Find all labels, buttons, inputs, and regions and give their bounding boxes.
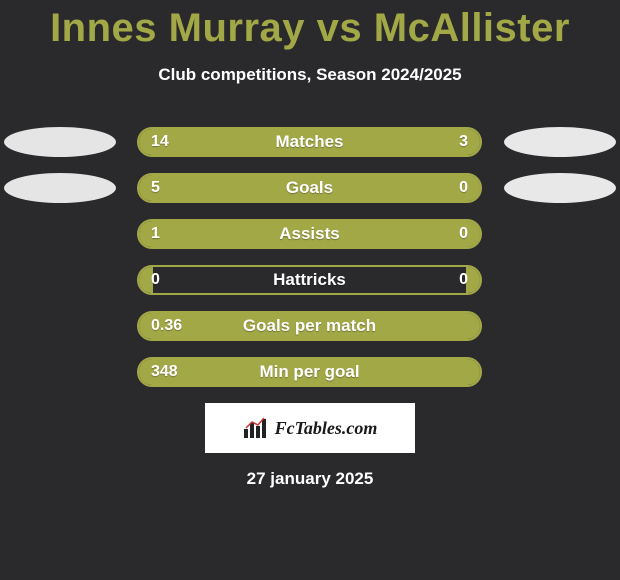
stat-label: Min per goal — [139, 359, 480, 385]
stat-row: Matches14 3 — [0, 127, 620, 157]
stat-bar-track: Assists1 0 — [137, 219, 482, 249]
stat-label: Matches — [139, 129, 480, 155]
stat-bar-track: Goals5 0 — [137, 173, 482, 203]
stat-value-left: 1 — [151, 221, 160, 247]
stat-value-left: 0.36 — [151, 313, 182, 339]
stat-row: Min per goal348 — [0, 357, 620, 387]
player-right-ellipse — [504, 173, 616, 203]
stat-value-left: 14 — [151, 129, 169, 155]
stat-bar-track: Hattricks0 0 — [137, 265, 482, 295]
stat-bar-track: Min per goal348 — [137, 357, 482, 387]
stat-row: Assists1 0 — [0, 219, 620, 249]
stat-value-left: 348 — [151, 359, 178, 385]
comparison-chart: Matches143Goals50Assists10Hattricks00Goa… — [0, 127, 620, 387]
stat-label: Hattricks — [139, 267, 480, 293]
bars-icon — [243, 417, 269, 439]
stat-row: Goals per match0.36 — [0, 311, 620, 341]
stat-value-right: 0 — [459, 267, 468, 293]
stat-value-right: 3 — [459, 129, 468, 155]
stat-value-left: 5 — [151, 175, 160, 201]
player-right-ellipse — [504, 127, 616, 157]
stat-row: Goals5 0 — [0, 173, 620, 203]
stat-bar-track: Goals per match0.36 — [137, 311, 482, 341]
page-title: Innes Murray vs McAllister — [0, 0, 620, 51]
stat-value-right: 0 — [459, 221, 468, 247]
subtitle: Club competitions, Season 2024/2025 — [0, 65, 620, 85]
fctables-logo: FcTables.com — [205, 403, 415, 453]
player-left-ellipse — [4, 127, 116, 157]
footer-date: 27 january 2025 — [0, 469, 620, 489]
stat-label: Goals — [139, 175, 480, 201]
stat-label: Goals per match — [139, 313, 480, 339]
stat-row: Hattricks0 0 — [0, 265, 620, 295]
stat-label: Assists — [139, 221, 480, 247]
logo-text: FcTables.com — [275, 418, 378, 439]
player-left-ellipse — [4, 173, 116, 203]
stat-bar-track: Matches14 3 — [137, 127, 482, 157]
stat-value-left: 0 — [151, 267, 160, 293]
stat-value-right: 0 — [459, 175, 468, 201]
